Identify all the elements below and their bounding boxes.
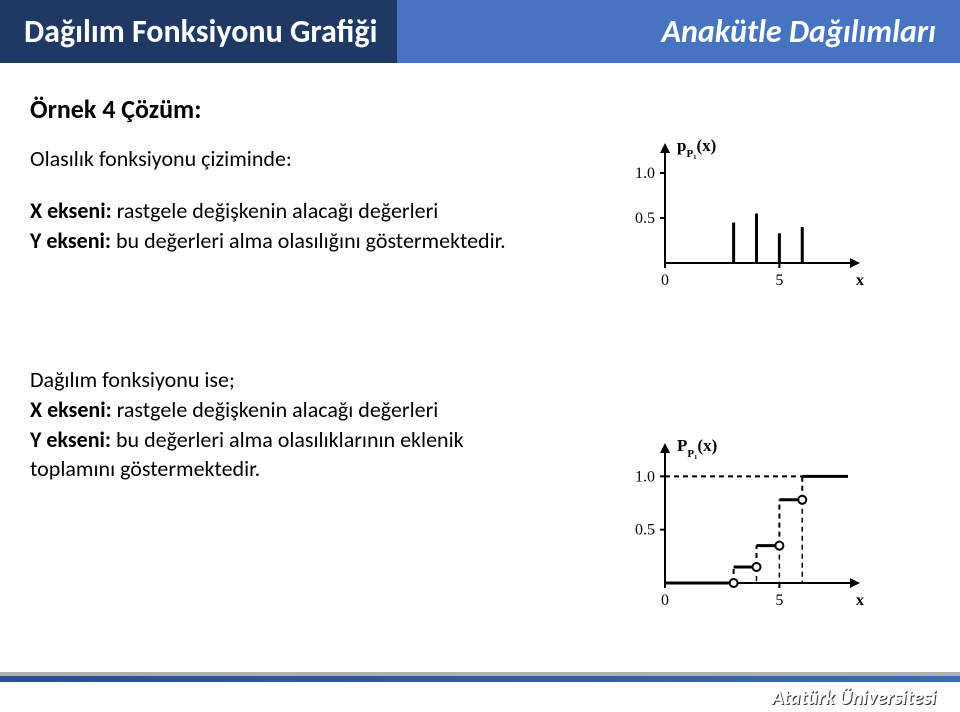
svg-text:0: 0 — [661, 272, 669, 289]
svg-text:x: x — [856, 272, 864, 289]
y-axis-label: Y ekseni: — [30, 227, 111, 254]
x-axis-label-2: X ekseni: — [30, 396, 112, 423]
svg-text:0.5: 0.5 — [635, 210, 655, 227]
x-axis-label: X ekseni: — [30, 197, 112, 224]
svg-text:pP₁(x): pP₁(x) — [677, 136, 716, 160]
y-axis-text: bu değerleri alma olasılığını göstermekt… — [111, 227, 506, 254]
cdf-description: Dağılım fonksiyonu ise; X ekseni: rastge… — [30, 365, 550, 484]
y-axis-label-2: Y ekseni: — [30, 426, 111, 453]
svg-text:1.0: 1.0 — [635, 468, 655, 485]
svg-text:0: 0 — [661, 592, 669, 609]
x-axis-text-2: rastgele değişkenin alacağı değerleri — [112, 396, 439, 423]
pmf-description: X ekseni: rastgele değişkenin alacağı de… — [30, 196, 550, 255]
svg-text:0.5: 0.5 — [635, 522, 655, 539]
header-title-left: Dağılım Fonksiyonu Grafiği — [0, 0, 397, 63]
pmf-chart: 0.5 1.0 0 5 pP₁(x) x — [620, 133, 870, 298]
footer-bar — [0, 672, 960, 682]
content-area: Örnek 4 Çözüm: Olasılık fonksiyonu çizim… — [0, 63, 960, 484]
footer-text: Atatürk Üniversitesi — [772, 686, 936, 710]
svg-text:5: 5 — [775, 592, 783, 609]
svg-text:1.0: 1.0 — [635, 165, 655, 182]
header-title-right: Anakütle Dağılımları — [397, 0, 960, 63]
slide-header: Dağılım Fonksiyonu Grafiği Anakütle Dağı… — [0, 0, 960, 63]
x-axis-text: rastgele değişkenin alacağı değerleri — [112, 197, 439, 224]
cdf-chart: 0.5 1.0 0 5 PP₁(x) x — [620, 433, 870, 618]
svg-text:x: x — [856, 592, 864, 609]
section-title: Örnek 4 Çözüm: — [30, 93, 930, 125]
svg-text:5: 5 — [775, 272, 783, 289]
cdf-intro: Dağılım fonksiyonu ise; — [30, 366, 235, 393]
svg-text:PP₁(x): PP₁(x) — [677, 436, 717, 460]
